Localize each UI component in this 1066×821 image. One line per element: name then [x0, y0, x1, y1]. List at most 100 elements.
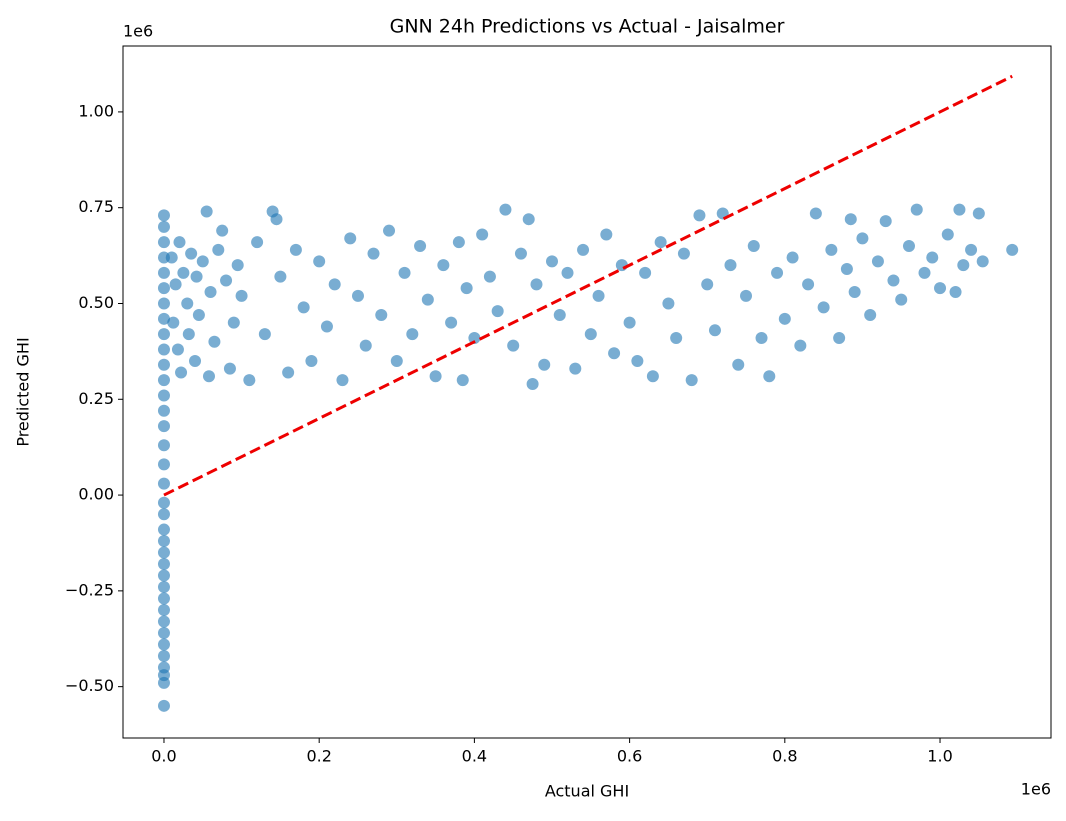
scatter-point [336, 374, 349, 387]
x-tick-label: 1.0 [927, 747, 952, 766]
scatter-point [670, 331, 683, 344]
scatter-point [390, 354, 403, 367]
scatter-point [639, 266, 652, 279]
scatter-point [165, 251, 178, 264]
reference-line [163, 74, 1013, 497]
scatter-point [949, 285, 962, 298]
scatter-point [157, 627, 170, 640]
scatter-point [157, 404, 170, 417]
scatter-point [157, 420, 170, 433]
scatter-point [328, 278, 341, 291]
scatter-point [468, 331, 481, 344]
scatter-point [747, 240, 760, 253]
scatter-point [297, 301, 310, 314]
scatter-point [809, 207, 822, 220]
scatter-point [177, 266, 190, 279]
scatter-point [157, 604, 170, 617]
scatter-point [157, 508, 170, 521]
scatter-point [732, 358, 745, 371]
scatter-point [685, 374, 698, 387]
scatter-point [887, 274, 900, 287]
scatter-point [406, 328, 419, 341]
scatter-point [864, 308, 877, 321]
scatter-point [157, 266, 170, 279]
scatter-point [526, 377, 539, 390]
scatter-point [200, 205, 213, 218]
y-axis-label: Predicted GHI [14, 337, 33, 446]
scatter-point [802, 278, 815, 291]
scatter-point [157, 638, 170, 651]
y-tick-label: −0.50 [65, 676, 114, 695]
scatter-point [243, 374, 256, 387]
scatter-point [693, 209, 706, 222]
scatter-point [615, 259, 628, 272]
x-tick-label: 0.4 [462, 747, 487, 766]
scatter-point [185, 247, 198, 260]
scatter-point [910, 203, 923, 216]
scatter-point [305, 354, 318, 367]
scatter-point [157, 209, 170, 222]
scatter-point [344, 232, 357, 245]
scatter-point [270, 213, 283, 226]
scatter-point [561, 266, 574, 279]
scatter-point [190, 270, 203, 283]
scatter-point [157, 650, 170, 663]
scatter-point [157, 661, 170, 674]
scatter-point [169, 278, 182, 291]
scatter-point [212, 243, 225, 256]
scatter-point [522, 213, 535, 226]
scatter-point [157, 535, 170, 548]
scatter-point [592, 289, 605, 302]
scatter-point [514, 247, 527, 260]
y-tick-label: 1.00 [78, 101, 114, 120]
scatter-point [856, 232, 869, 245]
scatter-point [740, 289, 753, 302]
scatter-point [965, 243, 978, 256]
x-axis-label: Actual GHI [545, 782, 629, 801]
scatter-point [157, 439, 170, 452]
scatter-point [367, 247, 380, 260]
scatter-point [231, 259, 244, 272]
scatter-point [251, 236, 264, 249]
scatter-point [584, 328, 597, 341]
scatter-point [320, 320, 333, 333]
scatter-point [375, 308, 388, 321]
scatter-point [313, 255, 326, 268]
scatter-point [204, 285, 217, 298]
y-offset-label: 1e6 [123, 22, 153, 41]
x-tick-label: 0.0 [151, 747, 176, 766]
scatter-point [817, 301, 830, 314]
scatter-point [235, 289, 248, 302]
scatter-point [208, 335, 221, 348]
scatter-point [895, 293, 908, 306]
scatter-point [157, 592, 170, 605]
scatter-point [445, 316, 458, 329]
scatter-point [569, 362, 582, 375]
scatter-point [216, 224, 229, 237]
y-tick-label: 0.75 [78, 197, 114, 216]
scatter-point [879, 215, 892, 228]
scatter-point [167, 316, 180, 329]
scatter-point [196, 255, 209, 268]
scatter-point [902, 240, 915, 253]
scatter-point [918, 266, 931, 279]
scatter-point [282, 366, 295, 379]
scatter-point [157, 496, 170, 509]
scatter-point [157, 236, 170, 249]
scatter-point [1006, 243, 1019, 256]
scatter-point [577, 243, 590, 256]
scatter-point [701, 278, 714, 291]
scatter-point [456, 374, 469, 387]
scatter-point [202, 370, 215, 383]
scatter-point [833, 331, 846, 344]
scatter-point [383, 224, 396, 237]
scatter-point [157, 546, 170, 559]
scatter-point [157, 458, 170, 471]
scatter-point [157, 282, 170, 295]
scatter-point [507, 339, 520, 352]
scatter-point [157, 523, 170, 536]
y-tick-label: 0.00 [78, 485, 114, 504]
scatter-point [220, 274, 233, 287]
scatter-point [778, 312, 791, 325]
x-tick-label: 0.8 [772, 747, 797, 766]
